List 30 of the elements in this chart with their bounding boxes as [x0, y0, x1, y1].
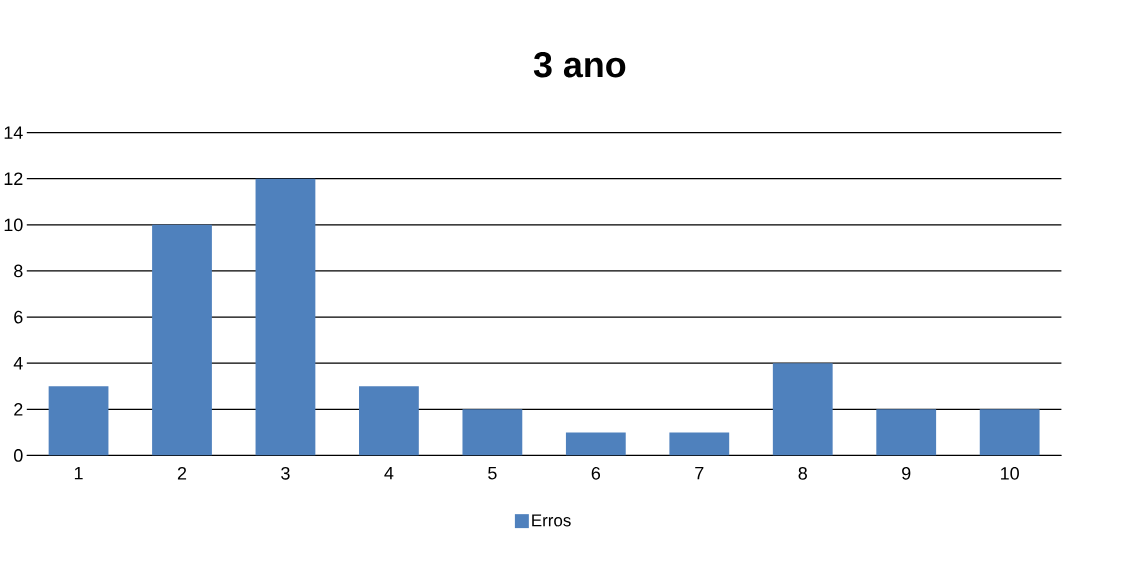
legend-label: Erros — [532, 514, 571, 527]
x-tick-label: 8 — [798, 466, 807, 480]
y-tick-label: 4 — [13, 356, 23, 370]
chart-title: 3 ano — [533, 52, 626, 78]
y-tick-label: 10 — [4, 218, 23, 232]
bar — [462, 409, 523, 456]
bar — [669, 432, 730, 456]
x-tick-label: 3 — [281, 466, 290, 480]
bar — [876, 409, 937, 456]
x-tick-label: 7 — [695, 466, 704, 480]
bar — [359, 386, 419, 456]
bar — [255, 178, 316, 456]
x-tick-label: 6 — [591, 466, 601, 480]
y-tick-label: 0 — [14, 449, 23, 462]
x-tick-label: 1 — [74, 466, 83, 480]
bar — [565, 432, 626, 456]
y-tick-label: 14 — [4, 126, 23, 139]
x-tick-label: 4 — [384, 466, 394, 480]
y-tick-label: 8 — [14, 264, 23, 278]
x-tick-label: 9 — [902, 466, 911, 480]
x-tick-label: 2 — [177, 466, 187, 480]
y-tick-label: 6 — [14, 310, 23, 324]
x-tick-label: 5 — [488, 466, 497, 480]
bar — [772, 363, 833, 456]
x-tick-label: 10 — [1001, 466, 1019, 480]
bar — [979, 409, 1040, 456]
bar — [152, 224, 212, 456]
y-tick-label: 12 — [4, 172, 23, 185]
bar — [48, 386, 109, 456]
y-tick-label: 2 — [14, 403, 23, 416]
